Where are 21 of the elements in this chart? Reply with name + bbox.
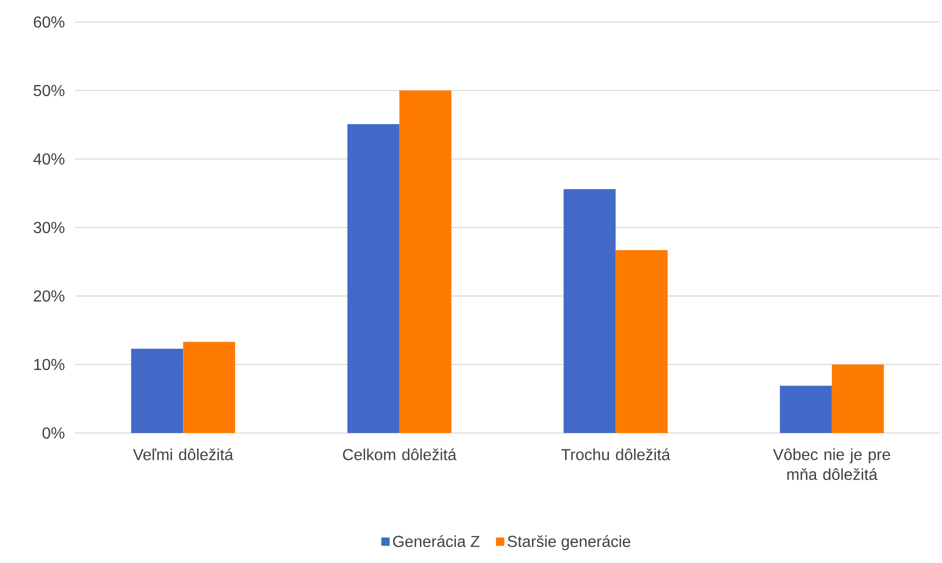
y-tick-label: 0% <box>42 427 64 439</box>
bar <box>564 189 616 433</box>
x-tick-label: Celkom dôležitá <box>343 448 456 460</box>
bar <box>780 386 832 433</box>
bar <box>183 342 236 433</box>
x-tick-label: Trochu dôležitá <box>561 448 670 460</box>
y-tick-label: 60% <box>34 16 64 28</box>
bar <box>399 90 452 433</box>
y-tick-label: 40% <box>33 153 64 165</box>
legend-label: Staršie generácie <box>508 535 630 550</box>
bar <box>131 348 184 433</box>
y-tick-label: 20% <box>34 290 64 302</box>
bar <box>832 364 884 433</box>
x-tick-label: Vôbec nie je pre mňa dôležitá <box>773 448 890 480</box>
y-tick-label: 50% <box>34 84 64 96</box>
legend-label: Generácia Z <box>393 535 480 548</box>
x-tick-label: Veľmi dôležitá <box>133 448 234 460</box>
bar <box>616 250 668 433</box>
bar <box>347 124 400 433</box>
y-tick-label: 30% <box>34 222 64 234</box>
y-tick-label: 10% <box>34 358 64 370</box>
